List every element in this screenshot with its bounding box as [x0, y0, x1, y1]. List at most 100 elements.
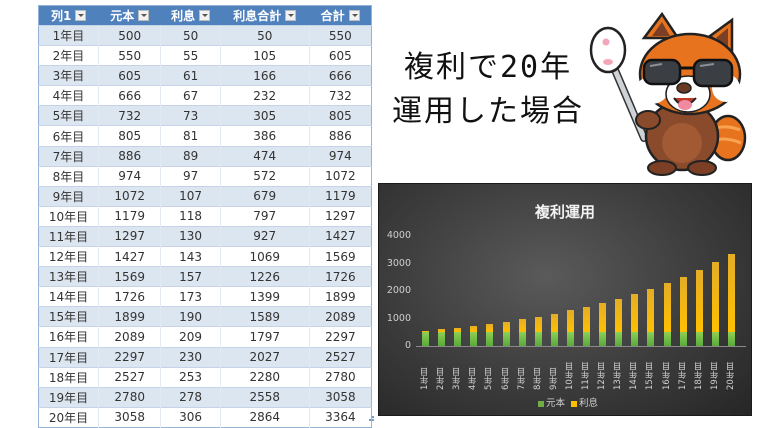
table-cell[interactable]: 605 [97, 65, 161, 86]
table-cell[interactable]: 12年目 [38, 246, 99, 267]
table-cell[interactable]: 11年目 [38, 225, 99, 247]
chart-bar[interactable] [711, 261, 719, 346]
table-cell[interactable]: 5年目 [38, 105, 99, 126]
table-cell[interactable]: 500 [97, 24, 161, 46]
table-cell[interactable]: 1427 [308, 225, 372, 247]
chart-bar[interactable] [583, 306, 590, 346]
table-cell[interactable]: 1726 [308, 266, 372, 287]
table-cell[interactable]: 1569 [97, 266, 161, 287]
table-cell[interactable]: 209 [160, 326, 221, 347]
table-cell[interactable]: 572 [219, 165, 310, 187]
table-cell[interactable]: 73 [160, 105, 221, 126]
table-cell[interactable]: 1179 [97, 205, 161, 227]
legend-label[interactable]: 利息 [579, 398, 599, 409]
table-cell[interactable]: 1297 [308, 205, 372, 227]
chart-bar[interactable] [550, 313, 558, 346]
table-cell[interactable]: 2558 [219, 386, 310, 408]
table-cell[interactable]: 105 [219, 45, 310, 66]
table-cell[interactable]: 797 [219, 205, 310, 227]
table-cell[interactable]: 1569 [308, 246, 372, 267]
table-cell[interactable]: 306 [160, 406, 221, 428]
table-cell[interactable]: 974 [308, 145, 372, 167]
chart-bar[interactable] [422, 330, 429, 346]
table-cell[interactable]: 550 [97, 45, 161, 66]
table-cell[interactable]: 732 [97, 105, 161, 126]
table-cell[interactable]: 2297 [97, 346, 161, 368]
table-cell[interactable]: 1726 [97, 286, 161, 307]
table-cell[interactable]: 550 [308, 24, 372, 46]
table-cell[interactable]: 974 [97, 165, 161, 187]
chart-bar[interactable] [663, 282, 671, 346]
table-cell[interactable]: 2527 [308, 346, 372, 368]
table-cell[interactable]: 50 [219, 24, 310, 46]
chart-bar[interactable] [631, 293, 639, 346]
table-cell[interactable]: 16年目 [38, 326, 99, 347]
table-cell[interactable]: 278 [160, 386, 221, 408]
table-cell[interactable]: 2年目 [38, 45, 99, 66]
table-cell[interactable]: 1399 [219, 286, 310, 307]
table-cell[interactable]: 89 [160, 145, 221, 167]
table-cell[interactable]: 2297 [308, 326, 372, 347]
table-cell[interactable]: 9年目 [38, 185, 99, 207]
chart-bar[interactable] [470, 325, 478, 346]
filter-dropdown-icon[interactable] [348, 10, 360, 21]
chart-bar[interactable] [727, 253, 735, 346]
table-cell[interactable]: 2527 [97, 366, 161, 388]
chart-bar[interactable] [438, 329, 446, 346]
table-cell[interactable]: 173 [160, 286, 221, 307]
table-cell[interactable]: 97 [160, 165, 221, 187]
table-cell[interactable]: 50 [160, 24, 221, 46]
table-cell[interactable]: 2027 [219, 346, 310, 368]
legend-label[interactable]: 元本 [545, 398, 565, 409]
table-cell[interactable]: 679 [219, 185, 310, 207]
table-cell[interactable]: 886 [97, 145, 161, 167]
table-cell[interactable]: 474 [219, 145, 310, 167]
table-cell[interactable]: 2089 [308, 306, 372, 327]
table-cell[interactable]: 1072 [308, 165, 372, 187]
table-cell[interactable]: 55 [160, 45, 221, 66]
chart-bar[interactable] [502, 321, 510, 346]
table-cell[interactable]: 805 [97, 125, 161, 147]
table-cell[interactable]: 1年目 [38, 24, 99, 46]
table-cell[interactable]: 15年目 [38, 306, 99, 327]
table-cell[interactable]: 1899 [97, 306, 161, 327]
table-cell[interactable]: 1069 [219, 246, 310, 267]
table-cell[interactable]: 10年目 [38, 205, 99, 227]
table-cell[interactable]: 18年目 [38, 366, 99, 388]
chart-bar[interactable] [534, 316, 542, 346]
table-cell[interactable]: 253 [160, 366, 221, 388]
compound-interest-chart[interactable]: 複利運用 0 1000 2000 3000 4000 1年目 2年目 3年目 4年目 5年目 6年… [378, 183, 752, 416]
table-cell[interactable]: 3年目 [38, 65, 99, 86]
table-cell[interactable]: 666 [97, 85, 161, 106]
chart-bar[interactable] [679, 276, 687, 346]
table-cell[interactable]: 17年目 [38, 346, 99, 368]
table-cell[interactable]: 1797 [219, 326, 310, 347]
filter-dropdown-icon[interactable] [75, 10, 87, 21]
chart-bar[interactable] [486, 323, 494, 346]
table-cell[interactable]: 2864 [219, 406, 310, 428]
table-cell[interactable]: 3058 [97, 406, 161, 428]
table-cell[interactable]: 2780 [308, 366, 372, 388]
table-cell[interactable]: 20年目 [38, 406, 99, 428]
chart-bar[interactable] [599, 302, 607, 346]
table-cell[interactable]: 4年目 [38, 85, 99, 106]
table-cell[interactable]: 13年目 [38, 266, 99, 287]
table-cell[interactable]: 886 [308, 125, 372, 147]
table-cell[interactable]: 230 [160, 346, 221, 368]
table-cell[interactable]: 130 [160, 225, 221, 247]
table-cell[interactable]: 6年目 [38, 125, 99, 147]
table-cell[interactable]: 190 [160, 306, 221, 327]
table-cell[interactable]: 1899 [308, 286, 372, 307]
table-cell[interactable]: 166 [219, 65, 310, 86]
table-cell[interactable]: 118 [160, 205, 221, 227]
table-cell[interactable]: 2780 [97, 386, 161, 408]
table-cell[interactable]: 927 [219, 225, 310, 247]
table-cell[interactable]: 3364 [308, 406, 372, 428]
table-cell[interactable]: 386 [219, 125, 310, 147]
table-cell[interactable]: 157 [160, 266, 221, 287]
chart-bar[interactable] [518, 319, 526, 346]
chart-bar[interactable] [615, 298, 623, 346]
table-cell[interactable]: 1072 [97, 185, 161, 207]
table-cell[interactable]: 605 [308, 45, 372, 66]
table-cell[interactable]: 14年目 [38, 286, 99, 307]
